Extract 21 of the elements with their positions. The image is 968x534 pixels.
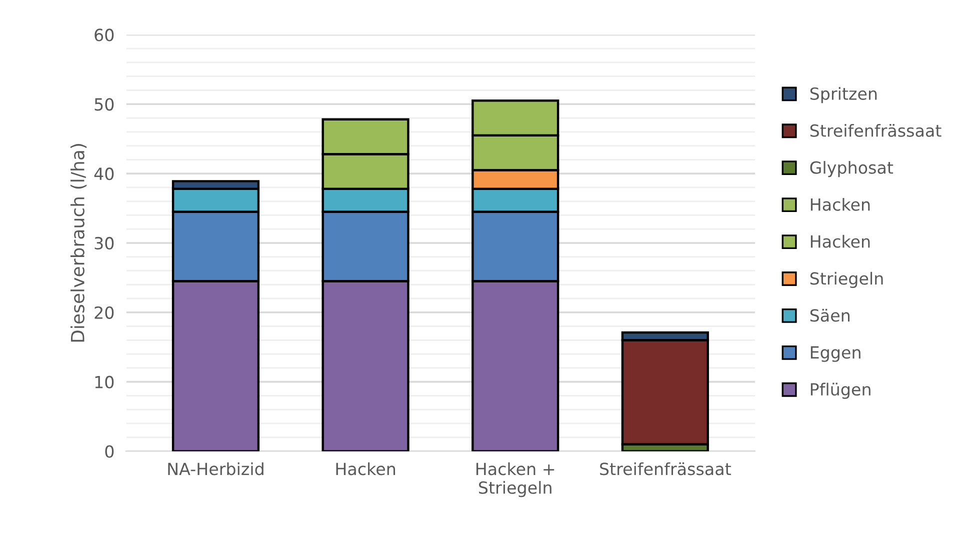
y-tick-label: 40 [94, 168, 114, 180]
legend-label: Spritzen [810, 87, 877, 104]
legend-label: Pflügen [810, 382, 870, 399]
y-tick-label: 0 [105, 445, 114, 458]
x-tick-label: Hacken [336, 462, 396, 476]
x-tick-label: Hacken + Striegeln [476, 462, 554, 498]
y-axis-title: Dieselverbrauch (l/ha) [70, 144, 87, 342]
legend-label: Glyphosat [810, 160, 894, 178]
x-tick-label: Streifenfrässaat [600, 462, 731, 476]
y-tick-label: 30 [94, 236, 114, 250]
legend-label: Streifenfrässaat [810, 124, 942, 137]
y-tick-label: 10 [95, 376, 114, 388]
legend-label: Striegeln [810, 272, 883, 288]
y-tick-label: 20 [94, 306, 114, 319]
y-tick-label: 60 [94, 28, 114, 42]
legend-label: Hacken [810, 198, 870, 211]
legend-label: Säen [810, 308, 850, 322]
legend-label: Eggen [810, 346, 860, 362]
y-tick-label: 50 [94, 98, 114, 111]
legend-label: Hacken [810, 234, 870, 248]
x-tick-label: NA-Herbizid [168, 462, 264, 476]
